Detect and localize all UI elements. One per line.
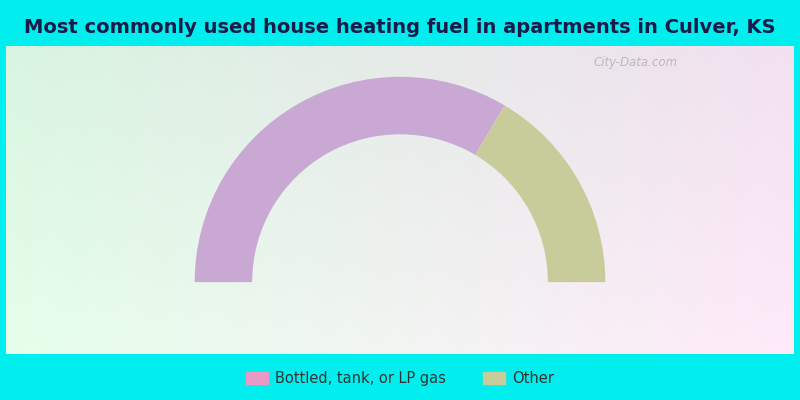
Wedge shape [475, 105, 606, 282]
Wedge shape [194, 77, 505, 282]
Text: Most commonly used house heating fuel in apartments in Culver, KS: Most commonly used house heating fuel in… [24, 18, 776, 37]
Text: City-Data.com: City-Data.com [593, 56, 677, 69]
Legend: Bottled, tank, or LP gas, Other: Bottled, tank, or LP gas, Other [242, 367, 558, 391]
